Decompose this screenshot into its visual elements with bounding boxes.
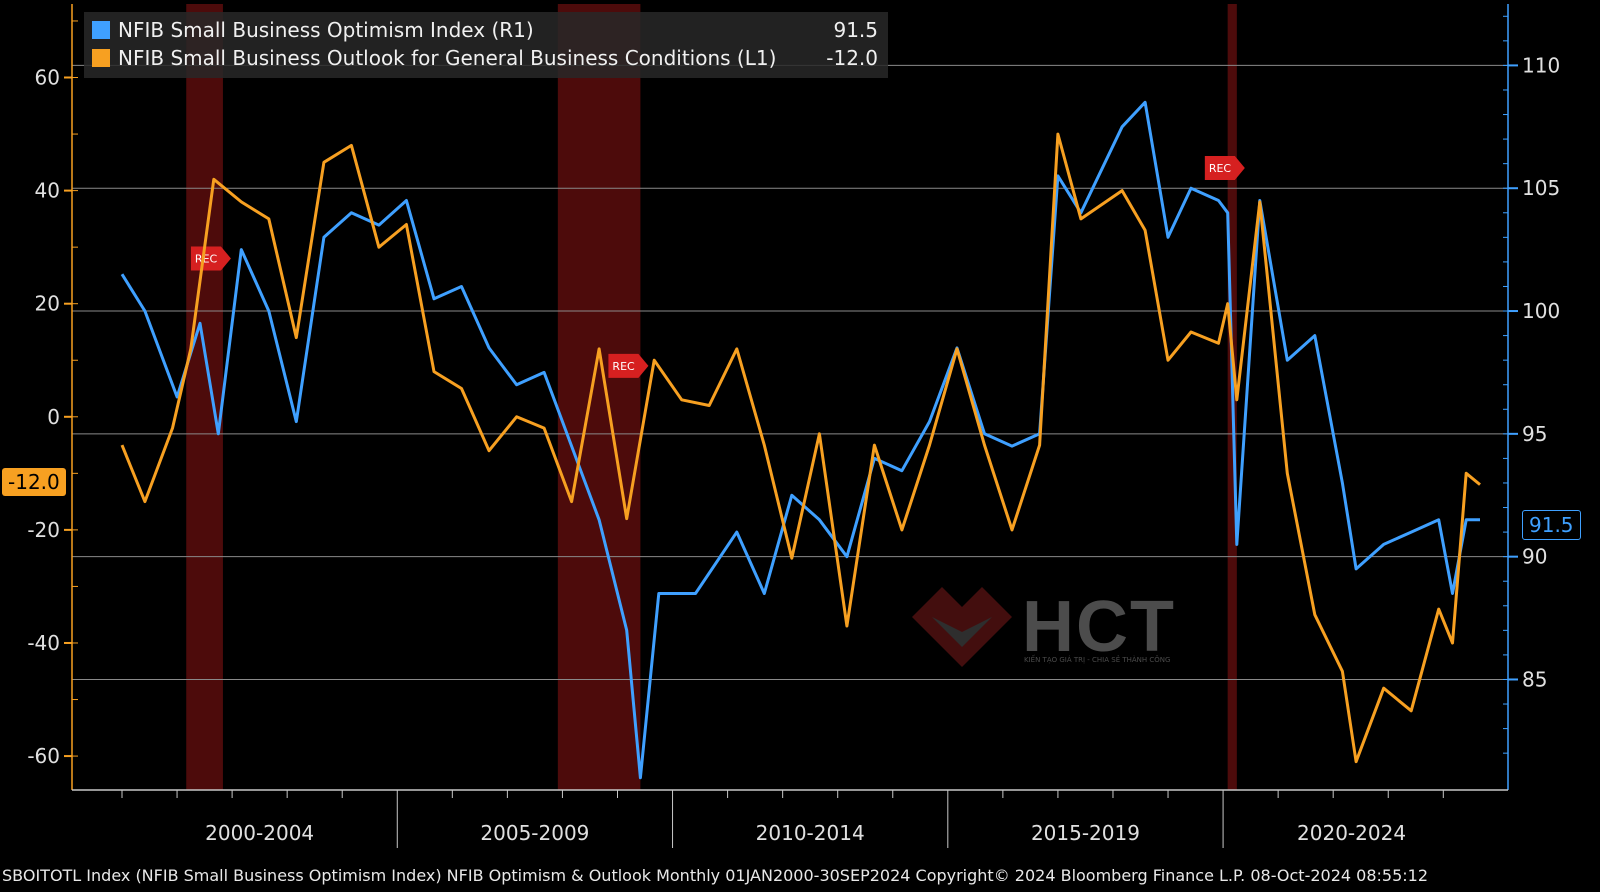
recession-marker: REC — [190, 246, 231, 271]
legend-value: 91.5 — [833, 18, 878, 42]
recession-label: REC — [1209, 162, 1232, 175]
left-tick-label: -60 — [27, 744, 60, 768]
optimism-index-line — [120, 100, 1480, 780]
watermark: HCT KIẾN TẠO GIÁ TRỊ - CHIA SẺ THÀNH CÔN… — [912, 586, 1176, 668]
left-tick-label: 0 — [47, 405, 60, 429]
diamond-logo-icon — [912, 587, 1012, 667]
legend-swatch-blue — [92, 21, 110, 39]
last-value-tag-left: -12.0 — [2, 468, 66, 496]
gridlines — [72, 64, 1508, 680]
right-tick-label: 95 — [1522, 422, 1547, 446]
recession-label: REC — [612, 360, 635, 373]
x-period-label: 2020-2024 — [1297, 821, 1406, 845]
left-tick-label: -20 — [27, 518, 60, 542]
footer-source: SBOITOTL Index (NFIB Small Business Opti… — [2, 866, 1429, 885]
legend-label: NFIB Small Business Outlook for General … — [118, 46, 777, 70]
x-period-label: 2000-2004 — [205, 821, 314, 845]
recession-marker-shape — [1204, 155, 1245, 180]
right-tick-label: 100 — [1522, 299, 1560, 323]
recession-marker: REC — [608, 353, 649, 378]
series-lines — [120, 100, 1481, 780]
tick-labels: 60 40 20 0 -20 -40 -60 110 105 100 95 90 85 2000-2004… — [27, 53, 1560, 845]
legend-item-outlook: NFIB Small Business Outlook for General … — [92, 44, 878, 72]
x-period-label: 2005-2009 — [480, 821, 589, 845]
left-tick-label: -40 — [27, 631, 60, 655]
recession-band — [186, 4, 223, 790]
legend-value: -12.0 — [826, 46, 878, 70]
right-tick-label: 105 — [1522, 176, 1560, 200]
left-tick-label: 40 — [35, 179, 60, 203]
recession-band — [557, 4, 641, 790]
right-tick-label: 90 — [1522, 545, 1547, 569]
recession-bands: REC REC REC — [186, 4, 1245, 790]
legend: NFIB Small Business Optimism Index (R1) … — [84, 12, 888, 78]
left-tick-label: 20 — [35, 292, 60, 316]
right-tick-label: 85 — [1522, 667, 1547, 691]
x-period-label: 2010-2014 — [756, 821, 865, 845]
outlook-line — [120, 132, 1481, 764]
recession-label: REC — [195, 252, 218, 265]
legend-item-optimism: NFIB Small Business Optimism Index (R1) … — [92, 16, 878, 44]
legend-label: NFIB Small Business Optimism Index (R1) — [118, 18, 534, 42]
right-tick-label: 110 — [1522, 53, 1560, 77]
legend-swatch-orange — [92, 49, 110, 67]
x-period-label: 2015-2019 — [1031, 821, 1140, 845]
recession-marker: REC — [1204, 155, 1245, 180]
recession-marker-shape — [608, 353, 649, 378]
left-tick-label: 60 — [35, 66, 60, 90]
last-value-tag-right: 91.5 — [1522, 510, 1581, 540]
axes — [64, 4, 1518, 848]
watermark-brand: HCT — [1022, 587, 1176, 667]
watermark-tagline: KIẾN TẠO GIÁ TRỊ - CHIA SẺ THÀNH CÔNG — [1024, 656, 1171, 664]
